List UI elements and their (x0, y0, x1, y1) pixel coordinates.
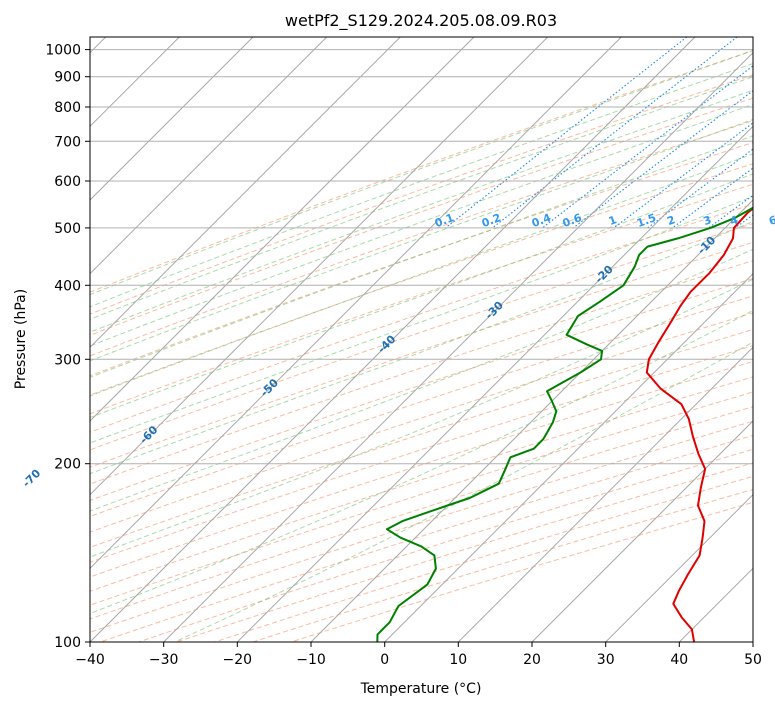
x-tick-label: 40 (670, 652, 688, 668)
x-tick-label: 0 (380, 652, 389, 668)
y-tick-label: 900 (54, 70, 81, 86)
y-tick-label: 500 (54, 221, 81, 237)
y-axis-label: Pressure (hPa) (13, 289, 29, 389)
y-tick-label: 100 (54, 635, 81, 651)
x-tick-label: −20 (223, 652, 253, 668)
x-tick-label: 10 (449, 652, 467, 668)
y-tick-label: 400 (54, 278, 81, 294)
y-tick-label: 800 (54, 100, 81, 116)
x-tick-label: 50 (744, 652, 762, 668)
y-tick-label: 1000 (45, 43, 81, 59)
y-tick-label: 600 (54, 174, 81, 190)
x-tick-label: −10 (296, 652, 326, 668)
y-tick-label: 300 (54, 352, 81, 368)
y-tick-label: 200 (54, 457, 81, 473)
x-tick-label: 20 (523, 652, 541, 668)
y-tick-label: 700 (54, 134, 81, 150)
chart-title: wetPf2_S129.2024.205.08.09.R03 (285, 11, 557, 31)
x-tick-label: 30 (597, 652, 615, 668)
x-axis-label: Temperature (°C) (360, 681, 482, 697)
x-tick-label: −30 (149, 652, 179, 668)
x-tick-label: −40 (75, 652, 105, 668)
